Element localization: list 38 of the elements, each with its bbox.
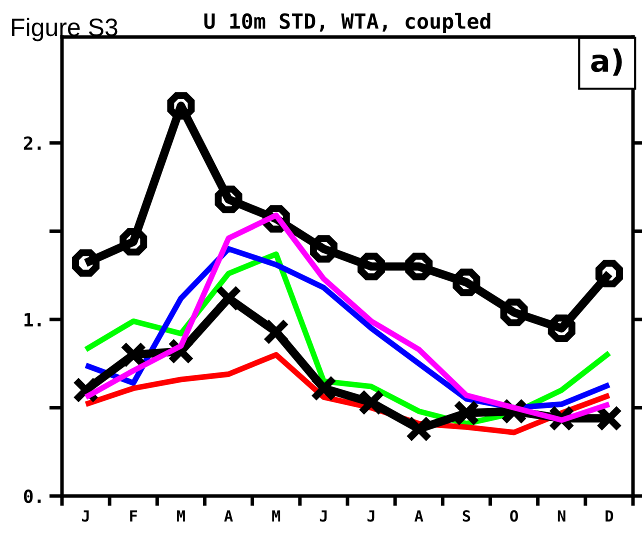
point [405,252,433,280]
point [596,405,622,432]
x-tick-label: D [606,510,614,522]
chart-title: U 10m STD, WTA, coupled [204,12,490,33]
annotation: a) [591,48,622,76]
x-tick-label: F [130,510,138,522]
point [358,389,384,416]
point [72,249,100,277]
x-tick-label: S [462,510,470,522]
x-tick-label: A [224,510,233,522]
y-tick-label: 0. [24,489,41,504]
point [358,252,386,280]
point [120,228,148,256]
y-tick-label: 1. [24,313,41,326]
point [548,314,576,342]
point [453,400,480,426]
x-tick-label: J [82,510,89,522]
x-tick-label: J [368,510,374,522]
x-tick-label: N [558,510,566,522]
point [406,416,432,442]
point [215,285,242,312]
x-tick-label: M [177,510,185,522]
x-tick-label: M [272,510,280,522]
point [262,318,290,346]
point [120,342,147,368]
annotation: Figure S3 [12,18,118,42]
point [310,235,338,263]
point [595,260,623,288]
point [452,268,480,296]
x-tick-label: J [320,510,327,522]
point [310,375,337,402]
y-tick-label: 2. [24,136,41,150]
point [214,186,242,214]
point [500,298,528,326]
x-tick-label: A [414,510,424,522]
point [72,376,99,404]
x-tick-label: O [510,510,518,522]
point [167,92,195,120]
